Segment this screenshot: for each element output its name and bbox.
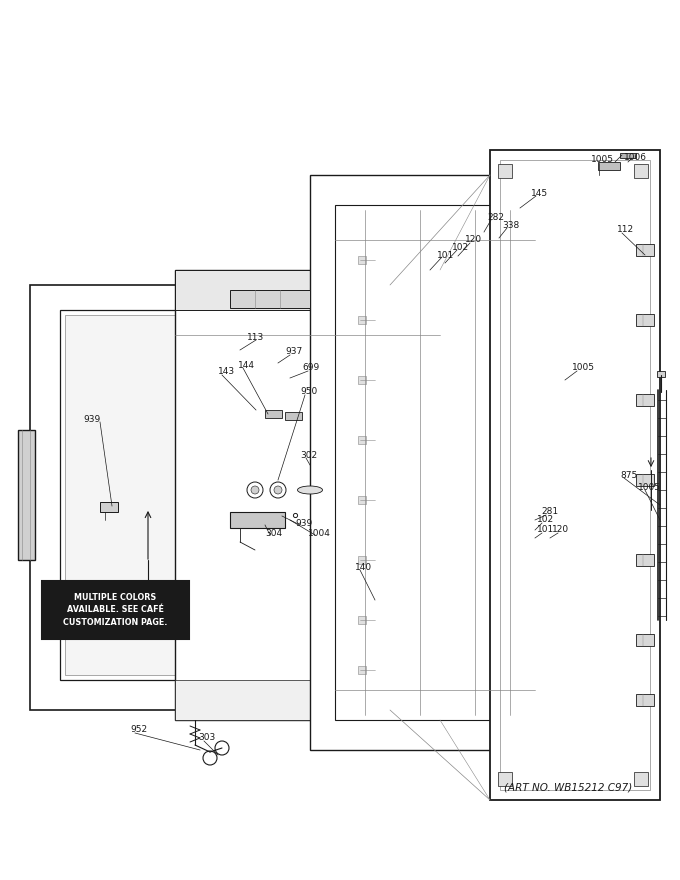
Polygon shape xyxy=(285,412,302,420)
Polygon shape xyxy=(175,270,440,720)
Text: 304: 304 xyxy=(265,529,282,538)
Polygon shape xyxy=(358,496,366,504)
Polygon shape xyxy=(498,164,512,178)
Ellipse shape xyxy=(298,486,322,494)
Polygon shape xyxy=(510,505,528,515)
Text: 303: 303 xyxy=(198,734,216,743)
Polygon shape xyxy=(490,150,660,800)
Polygon shape xyxy=(358,256,366,264)
Text: 101: 101 xyxy=(437,251,454,260)
Polygon shape xyxy=(634,164,648,178)
Circle shape xyxy=(215,741,229,755)
Circle shape xyxy=(274,486,282,494)
Text: 939: 939 xyxy=(295,518,312,527)
Text: 113: 113 xyxy=(247,334,265,342)
Polygon shape xyxy=(657,371,665,377)
Text: 102: 102 xyxy=(537,516,554,524)
Text: 302: 302 xyxy=(300,451,317,459)
Polygon shape xyxy=(634,772,648,786)
Text: 120: 120 xyxy=(465,236,482,245)
Circle shape xyxy=(247,482,263,498)
Text: 140: 140 xyxy=(355,563,372,573)
Circle shape xyxy=(203,751,217,765)
Text: 937: 937 xyxy=(285,348,302,356)
Text: 1005: 1005 xyxy=(638,482,661,492)
Circle shape xyxy=(251,486,259,494)
Text: (ART NO. WB15212 C97): (ART NO. WB15212 C97) xyxy=(504,783,632,793)
Text: 112: 112 xyxy=(617,225,634,234)
Polygon shape xyxy=(175,680,440,720)
Polygon shape xyxy=(358,436,366,444)
Polygon shape xyxy=(510,425,528,435)
Text: 144: 144 xyxy=(238,361,255,370)
Text: 875: 875 xyxy=(620,472,637,480)
Polygon shape xyxy=(620,153,636,158)
Text: 120: 120 xyxy=(552,525,569,534)
Polygon shape xyxy=(358,666,366,674)
Polygon shape xyxy=(358,316,366,324)
Text: 102: 102 xyxy=(452,243,469,252)
Polygon shape xyxy=(335,205,535,720)
Polygon shape xyxy=(30,285,390,710)
Polygon shape xyxy=(100,502,118,512)
Polygon shape xyxy=(60,310,360,680)
Polygon shape xyxy=(358,376,366,384)
Polygon shape xyxy=(636,474,654,486)
Polygon shape xyxy=(636,634,654,646)
Polygon shape xyxy=(230,512,285,528)
Polygon shape xyxy=(175,270,440,310)
Polygon shape xyxy=(310,175,560,750)
Text: 1005: 1005 xyxy=(572,363,595,372)
Text: MULTIPLE COLORS
AVAILABLE. SEE CAFÉ
CUSTOMIZATION PAGE.: MULTIPLE COLORS AVAILABLE. SEE CAFÉ CUST… xyxy=(63,593,168,627)
Text: 338: 338 xyxy=(502,221,520,230)
Polygon shape xyxy=(510,655,528,665)
Text: 282: 282 xyxy=(487,212,504,222)
Polygon shape xyxy=(498,772,512,786)
Polygon shape xyxy=(358,616,366,624)
Text: 101: 101 xyxy=(537,525,554,534)
Polygon shape xyxy=(510,585,528,595)
Text: 952: 952 xyxy=(130,725,147,735)
Polygon shape xyxy=(230,290,310,308)
Polygon shape xyxy=(636,244,654,256)
Text: 145: 145 xyxy=(531,188,548,197)
Text: 1004: 1004 xyxy=(308,529,331,538)
Circle shape xyxy=(270,482,286,498)
Polygon shape xyxy=(636,554,654,566)
Polygon shape xyxy=(636,314,654,326)
Polygon shape xyxy=(18,430,35,560)
Text: 143: 143 xyxy=(218,368,235,377)
Text: 699: 699 xyxy=(302,363,319,372)
Polygon shape xyxy=(510,265,528,275)
Polygon shape xyxy=(65,315,355,675)
Polygon shape xyxy=(500,160,650,790)
Polygon shape xyxy=(636,694,654,706)
Text: 950: 950 xyxy=(300,387,318,397)
Text: 939: 939 xyxy=(83,415,100,424)
Polygon shape xyxy=(510,345,528,355)
Text: 1006: 1006 xyxy=(624,153,647,163)
Text: 1005: 1005 xyxy=(591,156,614,165)
Polygon shape xyxy=(358,556,366,564)
Polygon shape xyxy=(265,410,282,418)
Text: 281: 281 xyxy=(541,508,558,517)
Polygon shape xyxy=(636,394,654,406)
Polygon shape xyxy=(598,162,620,170)
FancyBboxPatch shape xyxy=(42,581,189,639)
